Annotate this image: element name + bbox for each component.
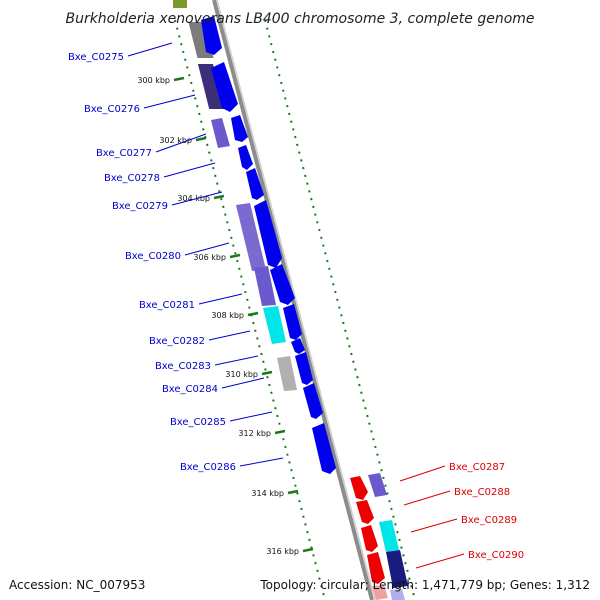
tick-label: 310 kbp <box>225 370 258 379</box>
backbone-highlight <box>216 0 376 600</box>
feature-purple-c0277 <box>211 118 230 148</box>
feature-purple-c0280 <box>236 203 266 271</box>
tick-mark <box>229 253 241 259</box>
feature-cyan-c0289 <box>379 520 399 552</box>
right-gene-labels: Bxe_C0287 Bxe_C0288 Bxe_C0289 Bxe_C0290 <box>399 462 524 569</box>
left-gene-labels: Bxe_C0275 Bxe_C0276 Bxe_C0277 Bxe_C0278 Bxe_… <box>68 42 284 473</box>
feature-partial-green <box>173 0 187 8</box>
feature-purple-c0287 <box>368 473 387 497</box>
gene-leader-line <box>410 518 458 533</box>
gene-leader-line <box>163 162 216 178</box>
tick-mark <box>247 311 259 317</box>
genome-summary-text: Topology: circular; Length: 1,471,779 bp… <box>260 578 590 592</box>
tick-label: 302 kbp <box>159 136 192 145</box>
arrow-c0278 <box>238 145 253 170</box>
accession-text: Accession: NC_007953 <box>9 578 146 592</box>
gene-leader-line <box>214 355 259 366</box>
tick-mark <box>287 489 299 495</box>
arrow-c0282 <box>283 304 302 340</box>
feature-pale-blue <box>390 589 405 600</box>
arrow-c0287 <box>350 476 368 500</box>
gene-leader-line <box>143 94 196 109</box>
tick-label: 308 kbp <box>211 311 244 320</box>
gene-label[interactable]: Bxe_C0277 <box>96 148 152 159</box>
tick-mark <box>173 76 185 82</box>
gene-label[interactable]: Bxe_C0289 <box>461 515 517 526</box>
arrow-c0289 <box>361 525 378 552</box>
tick-label: 304 kbp <box>177 194 210 203</box>
gene-label[interactable]: Bxe_C0279 <box>112 201 168 212</box>
left-dotted-guide <box>174 19 326 600</box>
gene-label[interactable]: Bxe_C0287 <box>449 462 505 473</box>
tick-marks: 300 kbp 302 kbp 304 kbp 306 kbp 308 kbp 310 k… <box>137 76 314 556</box>
tick-label: 314 kbp <box>251 489 284 498</box>
gene-label[interactable]: Bxe_C0281 <box>139 300 195 311</box>
arrow-c0288 <box>356 500 374 524</box>
gene-label[interactable]: Bxe_C0278 <box>104 173 160 184</box>
tick-mark <box>195 136 207 142</box>
gene-leader-line <box>155 133 207 153</box>
map-title: Burkholderia xenovorans LB400 chromosome… <box>65 11 534 27</box>
gene-label[interactable]: Bxe_C0284 <box>162 384 218 395</box>
feature-purple-c0281 <box>254 266 276 306</box>
gene-label[interactable]: Bxe_C0280 <box>125 251 181 262</box>
features <box>173 0 408 600</box>
arrow-c0286 <box>312 423 336 474</box>
gene-leader-line <box>184 242 230 256</box>
arrow-c0281 <box>270 264 295 305</box>
arrow-c0285 <box>303 383 323 419</box>
gene-leader-line <box>127 42 173 57</box>
gene-label[interactable]: Bxe_C0283 <box>155 361 211 372</box>
arrow-c0284 <box>295 352 313 385</box>
tick-label: 300 kbp <box>137 76 170 85</box>
gene-label[interactable]: Bxe_C0288 <box>454 487 510 498</box>
gene-leader-line <box>403 490 451 506</box>
tick-label: 306 kbp <box>193 253 226 262</box>
gene-label[interactable]: Bxe_C0282 <box>149 336 205 347</box>
gene-label[interactable]: Bxe_C0276 <box>84 104 140 115</box>
feature-cyan-c0282 <box>263 306 286 344</box>
gene-leader-line <box>415 553 465 569</box>
gene-leader-line <box>399 465 446 482</box>
tick-mark <box>274 429 286 435</box>
arrow-c0275 <box>201 16 222 55</box>
gene-label[interactable]: Bxe_C0286 <box>180 462 236 473</box>
arrow-c0277 <box>231 115 248 142</box>
gene-leader-line <box>171 191 223 206</box>
feature-pale-red <box>372 585 388 600</box>
gene-label[interactable]: Bxe_C0275 <box>68 52 124 63</box>
feature-navy-c0290 <box>386 550 408 588</box>
gene-label[interactable]: Bxe_C0285 <box>170 417 226 428</box>
gene-leader-line <box>239 457 284 467</box>
gene-leader-line <box>229 411 273 422</box>
arrow-c0276 <box>211 62 238 112</box>
gene-label[interactable]: Bxe_C0290 <box>468 550 524 561</box>
gene-leader-line <box>221 377 265 389</box>
gene-leader-line <box>198 293 243 305</box>
arrow-c0280 <box>254 200 282 268</box>
tick-mark <box>261 370 273 376</box>
gene-leader-line <box>208 330 251 341</box>
tick-label: 312 kbp <box>238 429 271 438</box>
tick-mark <box>213 194 225 200</box>
arrow-c0290 <box>367 552 385 584</box>
arrow-c0279 <box>246 168 264 200</box>
arrow-c0283 <box>291 338 305 354</box>
tick-mark <box>302 547 314 553</box>
tick-label: 316 kbp <box>266 547 299 556</box>
feature-dark-purple-1 <box>197 64 225 109</box>
feature-gray-c0284 <box>277 356 297 391</box>
